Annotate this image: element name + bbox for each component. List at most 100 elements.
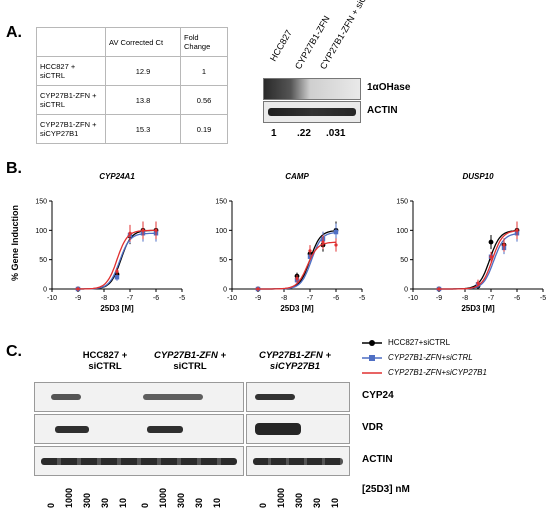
data-point [502,243,506,247]
table-row-label: CYP27B1-ZFN + siCYP27B1 [36,114,106,144]
dose-label: 1000 [64,487,74,508]
dose-label: 0 [140,502,150,508]
x-tick-label: -5 [540,295,546,302]
data-point [76,287,80,291]
fit-curve [75,229,156,290]
dose-label: 300 [82,492,92,508]
dose-label: 0 [258,502,268,508]
y-tick-label: 0 [404,287,408,294]
dose-label: 300 [176,492,186,508]
blot-c-actin-left [34,446,244,476]
dose-response-charts: CYP24A1 0 50 100 150 -10 -9 -8 -7 -6 -5 25D3 [M] CAM… [35,172,546,313]
dose-label: 10 [330,497,340,508]
x-tick-label: -6 [333,295,339,302]
quant-value: .22 [297,128,311,139]
data-point [307,254,313,259]
data-point [515,228,519,232]
group-header-line: HCC827 + [82,350,128,361]
x-axis-label: 25D3 [M] [100,304,134,313]
band-label-actin: ACTIN [367,105,398,116]
data-point [128,231,132,235]
group-header-line: siCYP27B1 [269,361,321,372]
fit-curve [75,232,156,290]
table-cell-ct: 13.8 [105,85,181,115]
y-tick-label: 150 [396,199,408,206]
dose-label: 30 [100,497,110,508]
blot-a-lane-label: HCC827 [268,28,294,64]
panel-a-letter: A. [6,24,22,41]
dose-label: 1000 [158,487,168,508]
data-point [154,228,158,232]
blot-c-cyp24-right [246,382,350,412]
x-tick-label: -8 [462,295,468,302]
group-header-line: CYP27B1-ZFN + [153,350,227,361]
x-tick-label: -6 [514,295,520,302]
chart-title: CAMP [285,172,309,181]
x-axis-label: 25D3 [M] [280,304,314,313]
x-tick-label: -8 [101,295,107,302]
group-header-line: CYP27B1-ZFN + [258,350,332,361]
x-tick-label: -10 [408,295,418,302]
table-cell-ct: 12.9 [105,56,181,86]
legend-label: CYP27B1-ZFN+siCYP27B1 [388,368,487,377]
x-tick-label: -9 [255,295,261,302]
y-tick-label: 0 [223,287,227,294]
band-label-1aohase: 1αOHase [367,82,411,93]
x-tick-label: -8 [281,295,287,302]
blot-c-vdr-right [246,414,350,444]
quant-value: 1 [271,128,277,139]
table-cell-ct: 15.3 [105,114,181,144]
y-tick-label: 50 [400,257,408,264]
legend [362,340,382,374]
x-tick-label: -5 [359,295,365,302]
group-header: CYP27B1-ZFN + siCTRL [140,350,240,372]
dose-label: 30 [312,497,322,508]
x-tick-label: -10 [47,295,57,302]
data-point [333,229,339,235]
data-point [114,275,120,280]
y-tick-label: 100 [35,228,47,235]
legend-label: CYP27B1-ZFN+siCTRL [388,353,473,362]
panel-b-letter: B. [6,160,22,177]
dose-label: 30 [194,497,204,508]
y-tick-label: 150 [35,199,47,206]
group-header-line: siCTRL [88,361,122,372]
data-point [321,240,325,244]
group-header: HCC827 + siCTRL [60,350,150,372]
table-header-empty [36,27,106,57]
dose-unit-label: [25D3] nM [362,484,410,495]
ct-table: AV Corrected Ct Fold Change HCC827 + siC… [36,27,228,144]
table-cell-fold: 0.56 [180,85,228,115]
table-row-label: HCC827 + siCTRL [36,56,106,86]
dose-label: 10 [118,497,128,508]
table-cell-fold: 0.19 [180,114,228,144]
band-label-cyp24: CYP24 [362,390,394,401]
data-point [489,255,493,259]
y-tick-label: 0 [43,287,47,294]
data-point [437,287,441,291]
data-point [476,281,480,285]
group-header-line: siCTRL [173,361,207,372]
blot-c-cyp24-left [34,382,244,412]
chart-title: CYP24A1 [99,172,135,181]
quant-value: .031 [326,128,346,139]
table-row-label: CYP27B1-ZFN + siCTRL [36,85,106,115]
x-tick-label: -9 [436,295,442,302]
y-tick-label: 100 [396,228,408,235]
band-label-actin-c: ACTIN [362,454,393,465]
data-point [488,239,494,245]
blot-a-actin [263,101,361,123]
x-tick-label: -7 [307,295,313,302]
fit-curve [75,229,156,290]
data-point [115,269,119,273]
dose-label: 0 [46,502,56,508]
data-point [256,287,260,291]
x-tick-label: -5 [179,295,185,302]
fit-curve [436,233,518,290]
dose-label: 10 [212,497,222,508]
legend-label: HCC827+siCTRL [388,338,451,347]
table-header-ct: AV Corrected Ct [105,27,181,57]
x-tick-label: -7 [488,295,494,302]
dose-label: 1000 [276,487,286,508]
y-tick-label: 50 [219,257,227,264]
